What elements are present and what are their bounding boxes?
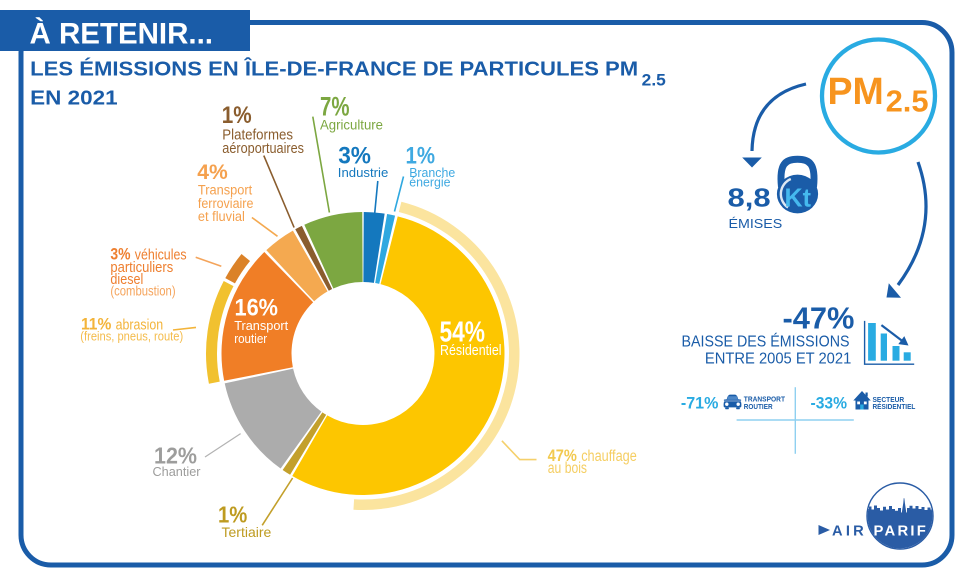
- svg-text:1%: 1%: [406, 143, 436, 170]
- svg-text:abrasion: abrasion: [116, 317, 164, 334]
- svg-text:Résidentiel: Résidentiel: [440, 343, 502, 359]
- svg-text:4%: 4%: [197, 161, 228, 184]
- svg-text:PM: PM: [828, 71, 884, 113]
- svg-text:-33%: -33%: [811, 393, 848, 412]
- svg-text:2.5: 2.5: [886, 83, 929, 118]
- svg-text:2.5: 2.5: [642, 71, 666, 89]
- svg-text:EN 2021: EN 2021: [30, 86, 118, 109]
- svg-text:-71%: -71%: [681, 393, 719, 412]
- svg-text:1%: 1%: [222, 102, 252, 129]
- svg-text:et fluvial: et fluvial: [198, 209, 245, 224]
- svg-text:47%: 47%: [548, 447, 577, 465]
- svg-text:aéroportuaires: aéroportuaires: [222, 141, 304, 157]
- svg-text:11%: 11%: [81, 316, 112, 334]
- svg-text:54%: 54%: [440, 317, 486, 349]
- svg-text:RÉSIDENTIEL: RÉSIDENTIEL: [873, 402, 916, 411]
- svg-text:Chantier: Chantier: [153, 465, 201, 479]
- svg-text:3%: 3%: [338, 143, 371, 170]
- svg-text:diesel: diesel: [110, 271, 143, 288]
- svg-text:Industrie: Industrie: [338, 165, 389, 180]
- svg-text:AIR: AIR: [832, 524, 867, 540]
- svg-text:3%: 3%: [110, 245, 130, 264]
- svg-text:À RETENIR...: À RETENIR...: [30, 17, 214, 51]
- svg-text:Agriculture: Agriculture: [320, 117, 383, 133]
- svg-text:SECTEUR: SECTEUR: [873, 395, 905, 404]
- svg-text:Kt: Kt: [785, 182, 812, 212]
- svg-text:chauffage: chauffage: [581, 448, 637, 465]
- svg-text:ENTRE 2005 ET 2021: ENTRE 2005 ET 2021: [705, 351, 851, 368]
- svg-text:ferroviaire: ferroviaire: [198, 196, 254, 211]
- svg-text:12%: 12%: [154, 443, 197, 469]
- svg-text:8,8: 8,8: [728, 182, 771, 212]
- svg-text:véhicules: véhicules: [135, 247, 187, 264]
- svg-text:7%: 7%: [320, 92, 350, 122]
- svg-text:-47%: -47%: [783, 301, 855, 336]
- svg-text:Transport: Transport: [198, 182, 253, 197]
- svg-text:Branche: Branche: [409, 165, 455, 180]
- svg-text:énergie: énergie: [409, 175, 450, 190]
- svg-text:Plateformes: Plateformes: [222, 128, 293, 144]
- svg-text:Tertiaire: Tertiaire: [222, 524, 272, 540]
- svg-text:ÉMISES: ÉMISES: [729, 216, 783, 231]
- svg-text:particuliers: particuliers: [110, 259, 173, 276]
- svg-text:(combustion): (combustion): [110, 283, 175, 299]
- svg-text:Transport: Transport: [234, 318, 288, 333]
- svg-text:au bois: au bois: [548, 460, 587, 477]
- svg-text:LES ÉMISSIONS EN ÎLE-DE-FRANCE: LES ÉMISSIONS EN ÎLE-DE-FRANCE DE PARTIC…: [30, 57, 638, 81]
- svg-text:(freins, pneus, route): (freins, pneus, route): [80, 330, 183, 344]
- svg-text:BAISSE DES ÉMISSIONS: BAISSE DES ÉMISSIONS: [682, 333, 850, 350]
- svg-text:routier: routier: [234, 331, 268, 346]
- svg-text:TRANSPORT: TRANSPORT: [744, 395, 786, 404]
- svg-text:1%: 1%: [218, 501, 247, 527]
- svg-text:ROUTIER: ROUTIER: [744, 402, 773, 411]
- svg-text:16%: 16%: [235, 295, 279, 322]
- svg-text:PARIF: PARIF: [874, 524, 929, 540]
